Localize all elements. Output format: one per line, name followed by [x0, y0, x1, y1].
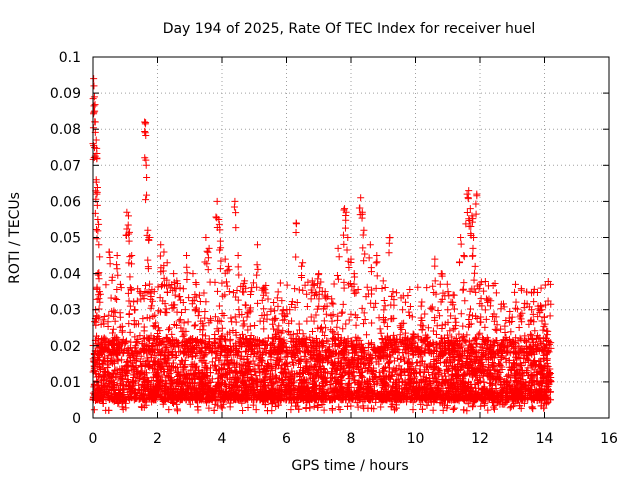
data-point — [529, 405, 537, 413]
data-point — [105, 406, 113, 414]
data-point — [418, 405, 426, 413]
data-point — [295, 405, 303, 413]
data-point — [261, 400, 269, 408]
data-point — [477, 402, 485, 410]
data-point — [239, 406, 247, 414]
data-point — [165, 406, 173, 414]
data-point — [480, 378, 488, 386]
chart-title: Day 194 of 2025, Rate Of TEC Index for r… — [163, 21, 536, 37]
data-point — [211, 362, 219, 370]
data-point — [480, 401, 488, 409]
data-point — [377, 403, 385, 411]
data-point — [310, 403, 318, 411]
data-point — [423, 401, 431, 409]
data-point — [199, 351, 207, 359]
data-point — [287, 406, 295, 414]
data-point — [528, 403, 536, 411]
data-point — [263, 407, 271, 415]
data-point — [343, 402, 351, 410]
data-point — [506, 404, 514, 412]
data-point — [385, 358, 393, 366]
data-point — [173, 405, 181, 413]
data-point — [409, 406, 417, 414]
data-point — [463, 407, 471, 415]
data-point — [285, 368, 293, 376]
data-point — [233, 369, 241, 377]
data-point — [464, 400, 472, 408]
data-point — [484, 406, 492, 414]
data-point — [429, 406, 437, 414]
data-point — [328, 405, 336, 413]
data-point — [354, 403, 362, 411]
data-point — [105, 361, 113, 369]
data-point — [460, 406, 468, 414]
data-point — [194, 403, 202, 411]
data-point — [451, 404, 459, 412]
data-points — [89, 75, 555, 415]
data-point — [148, 353, 156, 361]
data-point — [90, 406, 98, 414]
grid — [93, 57, 609, 418]
